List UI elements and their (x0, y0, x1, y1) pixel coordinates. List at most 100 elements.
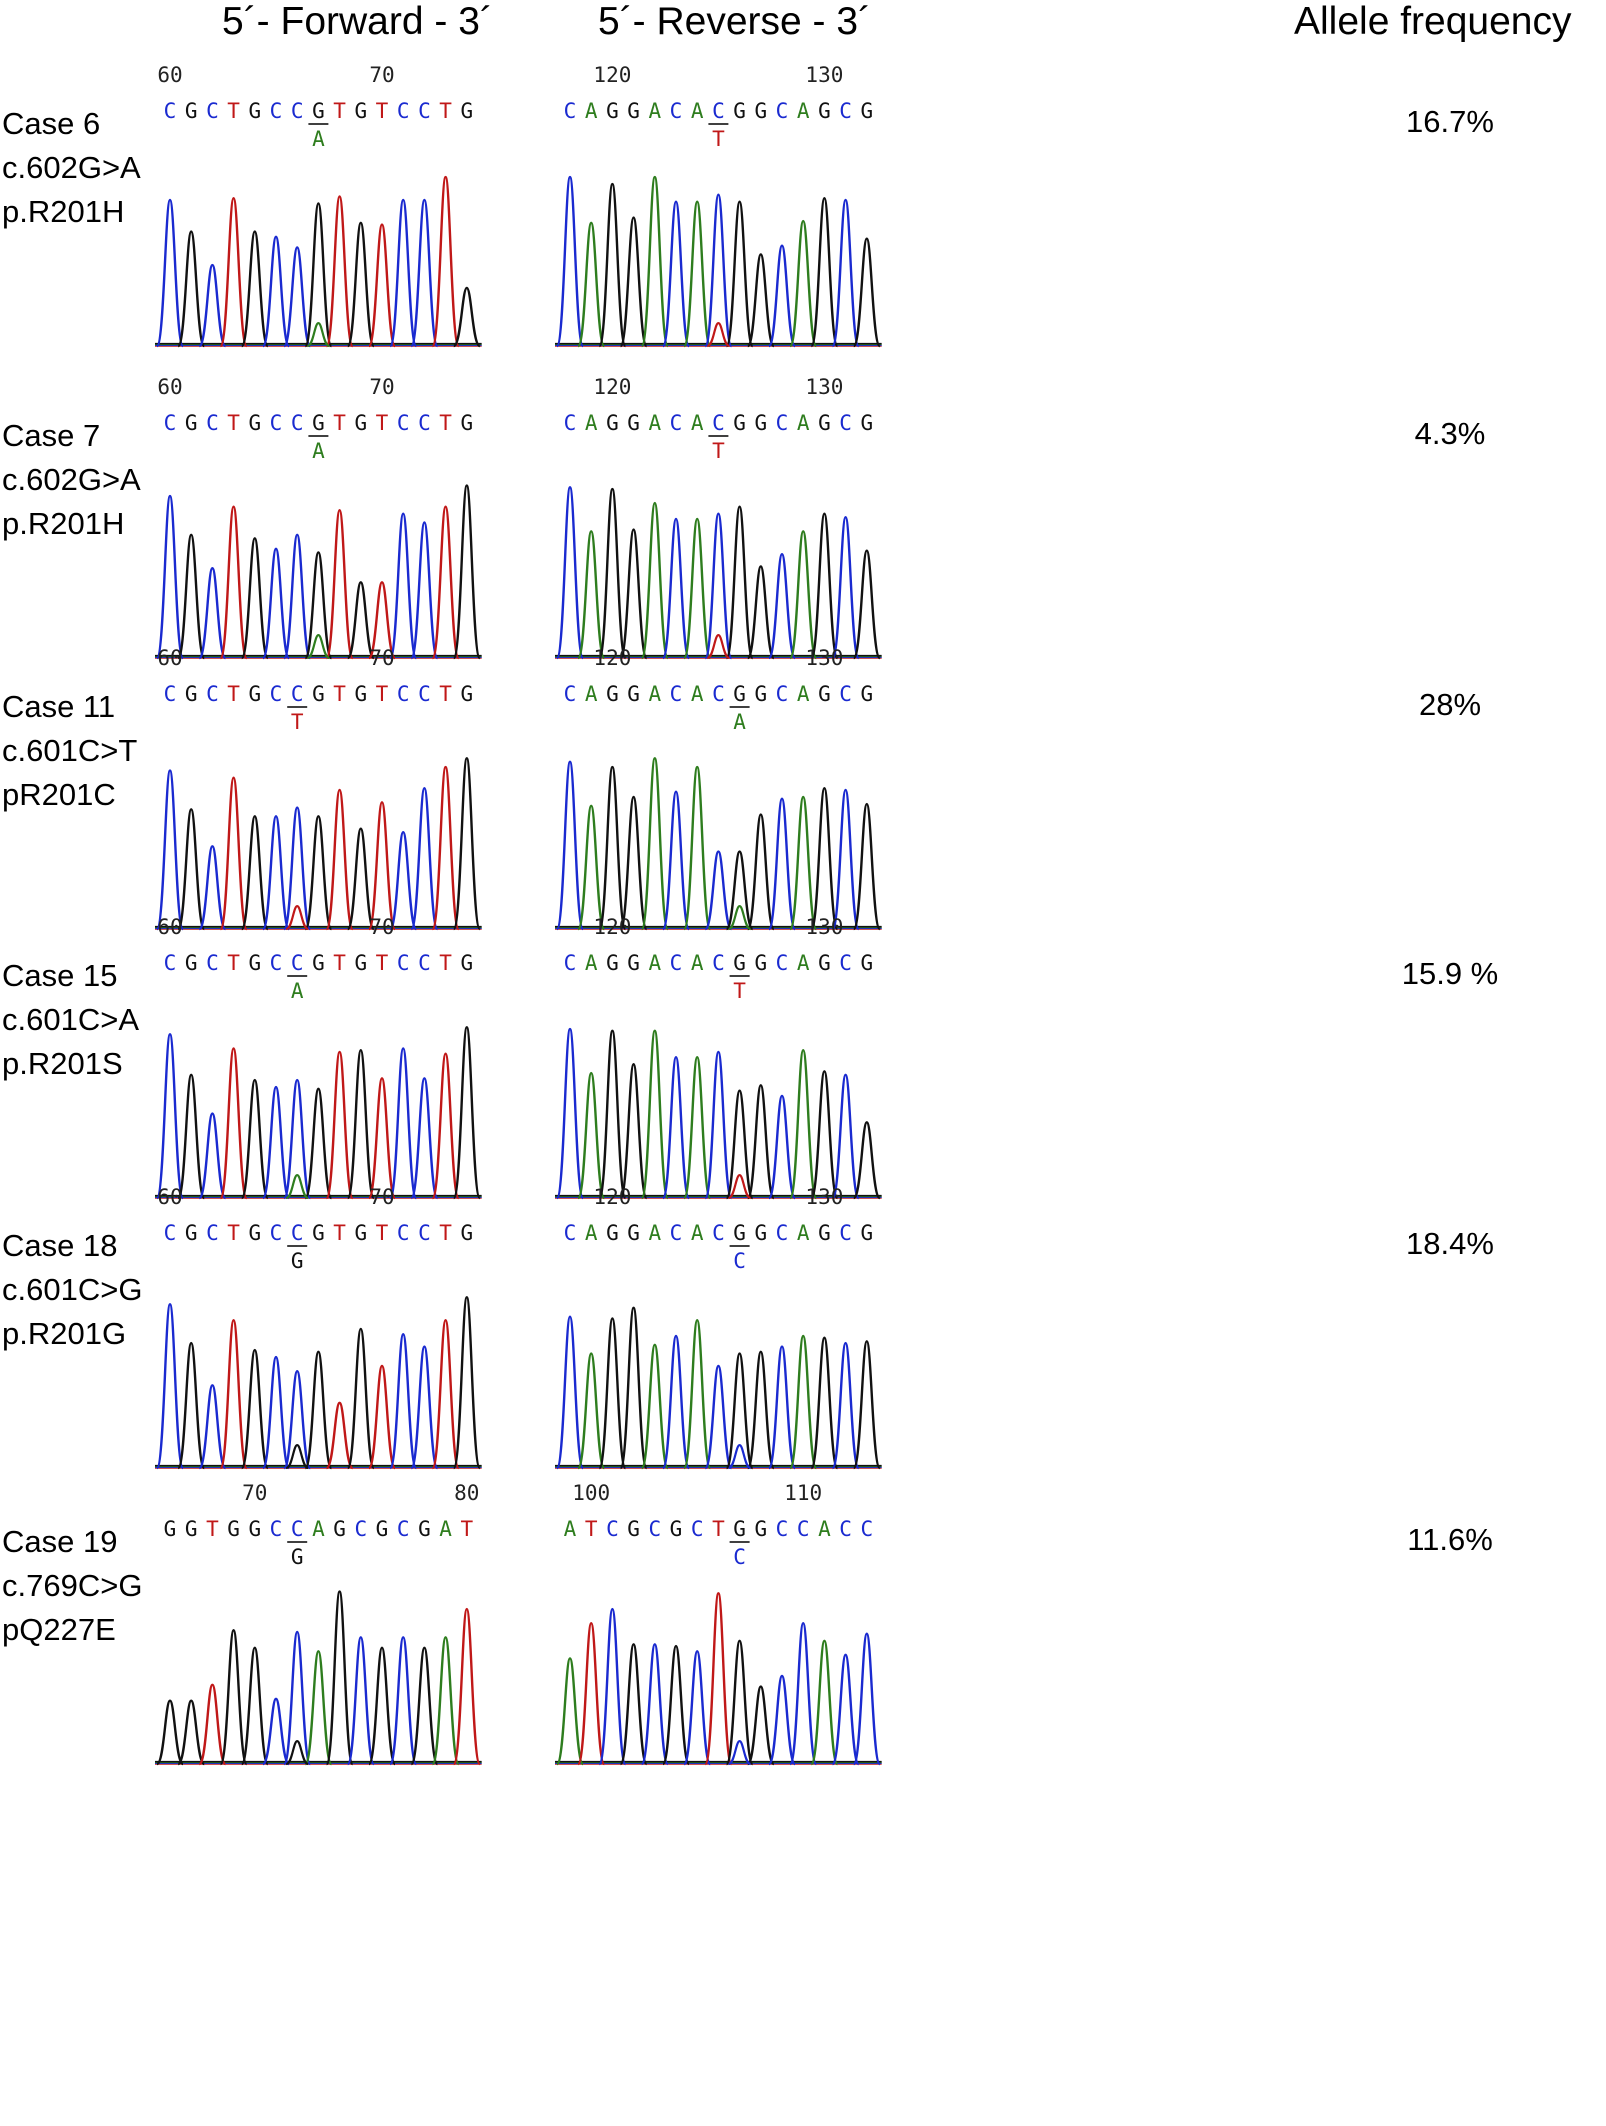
forward-base-call: C (270, 99, 283, 123)
forward-position-number: 60 (157, 375, 182, 399)
reverse-panel: 120 130 C A G G A C A C G G C A G C G T (555, 60, 900, 350)
reverse-peak (683, 1650, 712, 1766)
forward-peak (325, 788, 354, 931)
reverse-base-call: C (670, 1221, 683, 1245)
forward-panel: 60 70 C G C T G C C G T G T C C T G A (155, 912, 500, 1202)
case-label: Case 7 c.602G>A p.R201H (2, 418, 141, 541)
forward-peak (219, 196, 248, 348)
forward-peak (198, 1683, 227, 1766)
reverse-base-call: G (754, 1517, 767, 1541)
reverse-peak (577, 1352, 606, 1470)
forward-peak (389, 1047, 418, 1200)
forward-peak (389, 830, 418, 931)
forward-peak (304, 1350, 333, 1470)
forward-peak (219, 1629, 248, 1766)
reverse-peak (725, 200, 754, 348)
forward-base-call: G (248, 1517, 261, 1541)
reverse-base-call: C (776, 1517, 789, 1541)
reverse-base-call: G (733, 99, 746, 123)
forward-peak (155, 1699, 185, 1766)
forward-peak (431, 1636, 460, 1766)
forward-peak (155, 494, 185, 660)
reverse-header: 5´- Reverse - 3´ (598, 0, 872, 43)
forward-peak (261, 1697, 291, 1766)
forward-base-call: T (227, 411, 240, 435)
reverse-peak (577, 1071, 606, 1200)
reverse-base-call: A (648, 682, 661, 706)
reverse-base-call: C (839, 951, 852, 975)
forward-base-call: C (164, 99, 177, 123)
forward-base-call: C (206, 682, 219, 706)
forward-alternate-base: G (291, 1545, 304, 1569)
reverse-base-call: C (712, 682, 725, 706)
forward-peak (198, 1112, 227, 1200)
reverse-base-call: A (691, 411, 704, 435)
forward-peak (261, 815, 291, 931)
forward-base-call: T (376, 411, 389, 435)
reverse-base-call: A (648, 1221, 661, 1245)
reverse-peak (831, 1073, 860, 1200)
reverse-base-call: G (860, 1221, 873, 1245)
reverse-panel: 120 130 C A G G A C A C G G C A G C G C (555, 1182, 900, 1472)
forward-peak (261, 235, 291, 348)
reverse-peak (683, 1055, 712, 1200)
reverse-peak (746, 565, 775, 660)
forward-base-call: G (312, 1221, 325, 1245)
reverse-base-call: A (585, 1221, 598, 1245)
forward-base-call: T (376, 951, 389, 975)
forward-peak (283, 1078, 312, 1200)
forward-alternate-base: A (291, 979, 304, 1003)
reverse-peak (683, 200, 712, 348)
forward-base-call: C (291, 951, 304, 975)
forward-base-call: T (460, 1517, 473, 1541)
reverse-base-call: A (585, 951, 598, 975)
allele-frequency-value: 15.9 % (1401, 956, 1499, 991)
forward-secondary-peak (285, 1174, 309, 1200)
reverse-peak (746, 253, 775, 348)
reverse-base-call: G (606, 951, 619, 975)
reverse-secondary-peak (728, 905, 752, 931)
forward-peak (389, 512, 418, 660)
reverse-position-number: 120 (593, 375, 631, 399)
reverse-base-call: C (776, 1221, 789, 1245)
forward-position-number: 60 (157, 63, 182, 87)
forward-panel: 70 80 G G T G G C C A G C G C G A T G (155, 1478, 500, 1768)
forward-secondary-peak (285, 1740, 309, 1766)
reverse-peak (598, 1607, 627, 1766)
reverse-secondary-peak (706, 634, 730, 660)
reverse-peak (789, 1334, 818, 1470)
reverse-peak (767, 552, 797, 660)
forward-base-call: T (439, 951, 452, 975)
forward-base-call: C (291, 682, 304, 706)
forward-base-call: G (248, 1221, 261, 1245)
forward-base-call: T (376, 99, 389, 123)
forward-base-call: T (333, 951, 346, 975)
reverse-base-call: G (754, 682, 767, 706)
reverse-alternate-base: T (733, 979, 746, 1003)
forward-peak (283, 1369, 312, 1470)
reverse-peak (831, 1341, 860, 1470)
reverse-peak (661, 517, 691, 660)
forward-position-number: 70 (369, 375, 394, 399)
forward-base-call: G (248, 951, 261, 975)
reverse-peak (555, 175, 585, 348)
reverse-base-call: G (733, 1221, 746, 1245)
forward-base-call: C (418, 1221, 431, 1245)
forward-base-call: T (333, 99, 346, 123)
forward-base-call: C (270, 682, 283, 706)
reverse-peak (640, 1029, 669, 1200)
forward-peak (155, 198, 185, 348)
reverse-position-number: 120 (593, 1185, 631, 1209)
forward-panel: 60 70 C G C T G C C G T G T C C T G T (155, 643, 500, 933)
reverse-base-call: G (606, 1221, 619, 1245)
forward-base-call: G (185, 411, 198, 435)
forward-base-call: T (333, 411, 346, 435)
forward-peak (325, 1050, 354, 1200)
reverse-peak (725, 1639, 754, 1766)
forward-secondary-peak (285, 1444, 309, 1470)
reverse-base-call: G (670, 1517, 683, 1541)
reverse-peak (619, 528, 648, 660)
reverse-base-call: G (627, 411, 640, 435)
forward-base-call: G (460, 411, 473, 435)
reverse-base-call: C (776, 682, 789, 706)
